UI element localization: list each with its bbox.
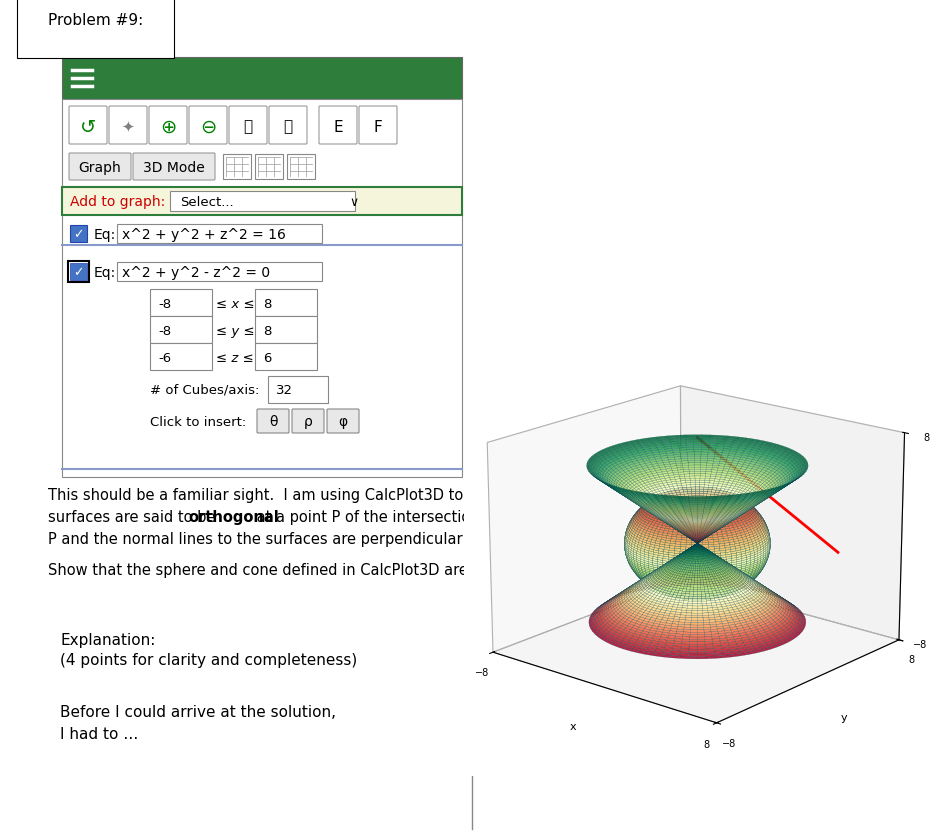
Text: θ: θ — [269, 415, 277, 429]
Text: -8: -8 — [158, 324, 171, 337]
FancyBboxPatch shape — [255, 317, 317, 344]
Text: ∨: ∨ — [349, 196, 358, 208]
FancyBboxPatch shape — [62, 188, 462, 216]
Text: -6: -6 — [158, 351, 171, 364]
Text: ≤ z ≤: ≤ z ≤ — [216, 351, 254, 364]
FancyBboxPatch shape — [70, 226, 87, 242]
FancyBboxPatch shape — [269, 107, 307, 145]
FancyBboxPatch shape — [229, 107, 267, 145]
Text: # of Cubes/axis:: # of Cubes/axis: — [150, 383, 259, 396]
Text: Before I could arrive at the solution,: Before I could arrive at the solution, — [60, 704, 336, 719]
Text: This should be a familiar sight.  I am using CalcPlot3D to plot the intersection: This should be a familiar sight. I am us… — [48, 487, 806, 502]
Text: 🔍: 🔍 — [284, 120, 293, 135]
X-axis label: x: x — [570, 721, 577, 732]
FancyBboxPatch shape — [109, 107, 147, 145]
FancyBboxPatch shape — [257, 410, 289, 434]
FancyBboxPatch shape — [170, 191, 355, 212]
Text: E: E — [333, 120, 343, 135]
Text: ✓: ✓ — [73, 227, 83, 241]
Text: orthogonal: orthogonal — [188, 509, 279, 524]
FancyBboxPatch shape — [255, 344, 317, 370]
FancyBboxPatch shape — [223, 155, 251, 180]
Text: P and the normal lines to the surfaces are perpendicular at P.: P and the normal lines to the surfaces a… — [48, 532, 498, 547]
FancyBboxPatch shape — [117, 263, 322, 282]
Text: Eq:: Eq: — [94, 265, 116, 279]
FancyBboxPatch shape — [327, 410, 359, 434]
FancyBboxPatch shape — [69, 107, 107, 145]
Text: We begin with what you had to do.: We begin with what you had to do. — [487, 722, 753, 737]
Text: at a point P of the intersection if the gradient of both surfaces is nonzero at: at a point P of the intersection if the … — [253, 509, 812, 524]
Text: 8: 8 — [263, 324, 271, 337]
Text: φ: φ — [339, 415, 347, 429]
FancyBboxPatch shape — [70, 263, 87, 281]
FancyBboxPatch shape — [359, 107, 397, 145]
FancyBboxPatch shape — [150, 289, 212, 317]
Text: surfaces are said to be: surfaces are said to be — [48, 509, 220, 524]
Text: Select...: Select... — [180, 196, 234, 208]
Text: ✦: ✦ — [122, 120, 135, 135]
FancyBboxPatch shape — [69, 154, 131, 181]
Text: ↺: ↺ — [80, 117, 96, 136]
FancyBboxPatch shape — [150, 344, 212, 370]
Text: 👓: 👓 — [243, 120, 253, 135]
Text: F: F — [373, 120, 383, 135]
Text: -8: -8 — [158, 297, 171, 310]
Text: explanation. (3 points for its logical steps,: explanation. (3 points for its logical s… — [487, 652, 809, 667]
FancyBboxPatch shape — [189, 107, 227, 145]
FancyBboxPatch shape — [150, 317, 212, 344]
Text: Logical calculations that support your: Logical calculations that support your — [487, 632, 776, 647]
Y-axis label: y: y — [841, 712, 847, 722]
Text: Explanation:: Explanation: — [60, 632, 155, 647]
FancyBboxPatch shape — [268, 376, 328, 404]
Text: ⊖: ⊖ — [199, 117, 216, 136]
FancyBboxPatch shape — [133, 154, 215, 181]
FancyBboxPatch shape — [62, 58, 462, 99]
FancyBboxPatch shape — [255, 289, 317, 317]
FancyBboxPatch shape — [319, 107, 357, 145]
FancyBboxPatch shape — [287, 155, 315, 180]
FancyBboxPatch shape — [149, 107, 187, 145]
Text: Click to insert:: Click to insert: — [150, 415, 246, 428]
Text: ✓: ✓ — [73, 266, 83, 278]
Text: (4 points for clarity and completeness): (4 points for clarity and completeness) — [60, 652, 358, 667]
Text: 8: 8 — [263, 297, 271, 310]
Text: Graph: Graph — [79, 161, 122, 175]
FancyBboxPatch shape — [292, 410, 324, 434]
Text: Eq:: Eq: — [94, 227, 116, 242]
Text: Problem #9:: Problem #9: — [48, 13, 143, 28]
Text: ≤ x ≤: ≤ x ≤ — [216, 297, 255, 310]
Text: completeness, and correctness): completeness, and correctness) — [487, 672, 732, 687]
FancyBboxPatch shape — [62, 99, 462, 477]
Text: 6: 6 — [263, 351, 271, 364]
FancyBboxPatch shape — [117, 225, 322, 244]
Text: ⊕: ⊕ — [160, 117, 176, 136]
Text: 32: 32 — [276, 383, 293, 396]
Text: 3D Mode: 3D Mode — [143, 161, 205, 175]
FancyBboxPatch shape — [255, 155, 283, 180]
Text: Add to graph:: Add to graph: — [70, 195, 166, 209]
Text: x^2 + y^2 + z^2 = 16: x^2 + y^2 + z^2 = 16 — [122, 227, 285, 242]
Text: x^2 + y^2 - z^2 = 0: x^2 + y^2 - z^2 = 0 — [122, 265, 271, 279]
Text: ≤ y ≤: ≤ y ≤ — [216, 324, 255, 337]
Text: I had to …: I had to … — [60, 726, 139, 741]
Text: Show that the sphere and cone defined in CalcPlot3D are orthogonal at every poin: Show that the sphere and cone defined in… — [48, 563, 775, 578]
Text: ρ: ρ — [303, 415, 313, 429]
FancyBboxPatch shape — [68, 262, 89, 283]
